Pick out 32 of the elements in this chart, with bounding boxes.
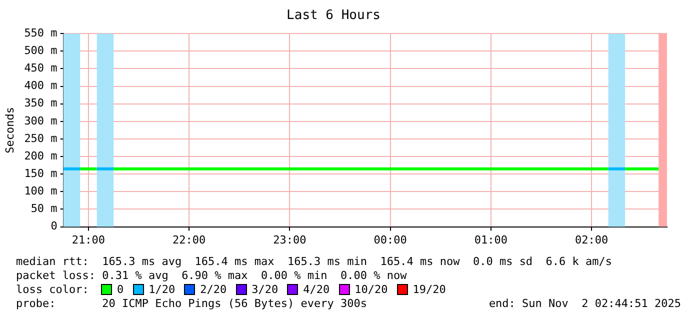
chart-title: Last 6 Hours: [286, 8, 380, 24]
y-tick-label: 350 m: [24, 96, 58, 110]
y-tick-label: 50 m: [30, 202, 58, 216]
legend-label: 1/20: [148, 283, 176, 296]
y-tick-label: 250 m: [24, 132, 58, 145]
legend-label: 3/20: [252, 283, 278, 296]
legend-title: loss color:: [16, 283, 90, 296]
x-tick-label: 23:00: [273, 233, 306, 246]
text: probe: 20 ICMP Echo Pings (56 Bytes) every 300s: [16, 297, 367, 310]
y-tick-label: 200 m: [24, 149, 58, 162]
x-tick-label: 01:00: [474, 233, 508, 246]
y-tick-label: 450 m: [24, 62, 58, 75]
legend-label: 10/20: [354, 283, 388, 296]
text: median rtt: 165.3 ms avg 165.4 ms max 165.3 ms min 165.4 ms now 0.0 ms sd 6.6 k am/s: [16, 255, 612, 268]
text: end: Sun Nov 2 02:44:51 2025: [488, 297, 681, 310]
legend-label: 0: [117, 283, 124, 296]
y-tick-label: 500 m: [24, 44, 58, 58]
x-tick-label: 22:00: [172, 233, 206, 246]
x-tick-label: 21:00: [72, 233, 106, 246]
legend-label: 19/20: [412, 283, 446, 296]
y-tick-label: 100 m: [24, 184, 58, 198]
y-tick-label: 300 m: [24, 114, 58, 128]
y-tick-label: 0: [50, 220, 58, 233]
x-tick-label: 00:00: [374, 233, 407, 246]
y-axis-title: Seconds: [3, 107, 16, 154]
y-tick-label: 400 m: [24, 79, 58, 92]
legend-label: 4/20: [303, 283, 330, 296]
legend-label: 2/20: [200, 283, 227, 296]
y-tick-label: 150 m: [24, 166, 58, 180]
y-tick-label: 550 m: [24, 26, 58, 40]
text: packet loss: 0.31 % avg 6.90 % max 0.00 % min 0.00 % now: [16, 269, 407, 282]
x-tick-label: 02:00: [574, 233, 608, 246]
